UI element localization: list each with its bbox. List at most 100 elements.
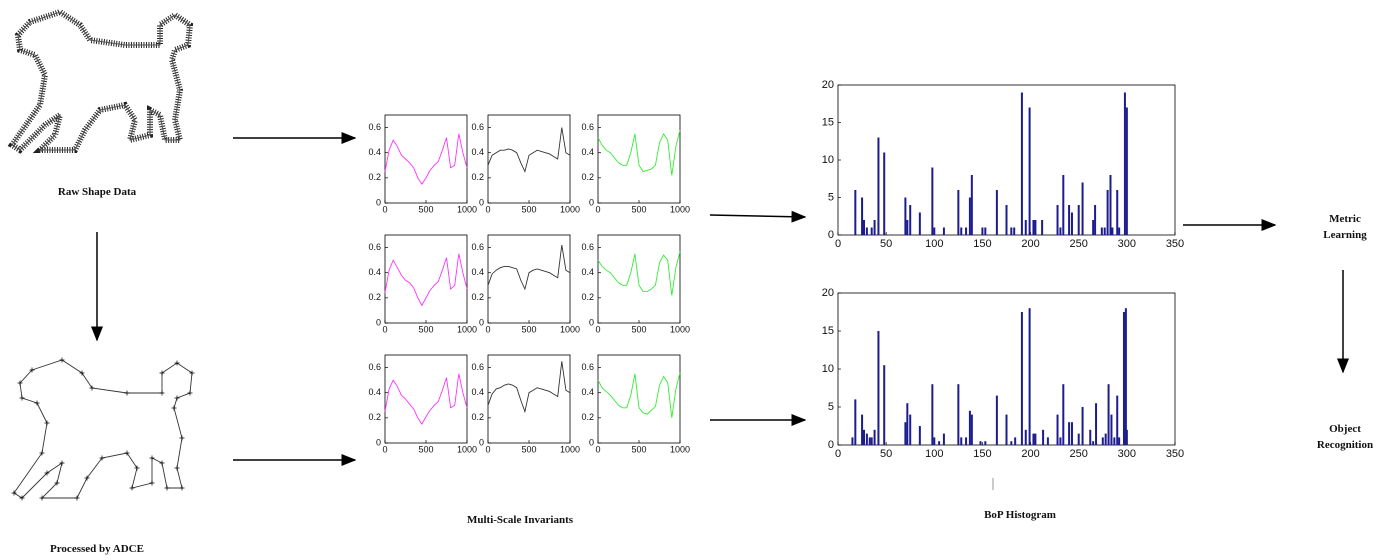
x-tick-label: 350 — [1166, 448, 1184, 460]
line — [597, 372, 681, 418]
line — [487, 361, 571, 414]
bar — [918, 212, 921, 235]
y-tick-label: 5 — [828, 191, 834, 203]
bar — [1124, 308, 1127, 445]
x-tick-label: 300 — [1118, 448, 1136, 460]
line — [384, 253, 468, 307]
bar — [938, 441, 941, 445]
bar — [933, 437, 936, 445]
bar — [873, 220, 876, 235]
x-tick-label: 500 — [521, 444, 536, 454]
bar — [1116, 395, 1119, 445]
bar — [1100, 227, 1103, 235]
plot-frame — [384, 114, 468, 204]
bar — [1123, 92, 1126, 235]
line — [487, 127, 571, 173]
x-tick-label: 200 — [1021, 448, 1039, 460]
bar — [906, 403, 909, 445]
bar — [904, 422, 907, 445]
x-tick-label: 250 — [1070, 448, 1088, 460]
y-tick-label: 0 — [479, 437, 484, 447]
bar — [931, 167, 934, 235]
bar — [995, 395, 998, 445]
bar — [1024, 429, 1027, 445]
y-tick-label: 10 — [822, 363, 834, 375]
x-tick-label: 1000 — [560, 204, 580, 214]
bar — [854, 399, 857, 445]
bar — [870, 437, 873, 445]
y-tick-label: 0.6 — [368, 122, 381, 132]
bar — [861, 197, 864, 235]
bar — [957, 190, 960, 235]
bar — [1103, 227, 1106, 235]
bar — [984, 441, 987, 445]
bar — [851, 437, 854, 445]
bar — [1118, 437, 1121, 445]
label: Raw Shape Data — [57, 186, 137, 198]
x-tick-label: 1000 — [457, 204, 477, 214]
y-tick-label: 0.6 — [581, 242, 594, 252]
y-tick-label: 0 — [589, 197, 594, 207]
bar — [942, 227, 945, 235]
bar — [1081, 182, 1084, 235]
y-tick-label: 0.2 — [368, 172, 381, 182]
line — [384, 373, 468, 426]
x-tick-label: 0 — [485, 444, 490, 454]
y-tick-label: 0.2 — [581, 172, 594, 182]
plot-frame — [597, 114, 681, 204]
bar — [1077, 205, 1080, 235]
bar — [970, 414, 973, 445]
x-tick-label: 200 — [1021, 238, 1039, 250]
bar — [865, 227, 868, 235]
bar — [1118, 227, 1121, 235]
bar — [1089, 429, 1092, 445]
bar — [1101, 437, 1104, 445]
bar — [1106, 190, 1109, 235]
bar — [1010, 441, 1013, 445]
y-tick-label: 0.4 — [471, 267, 484, 277]
x-tick-label: 500 — [631, 444, 646, 454]
plot-frame — [597, 354, 681, 444]
x-tick-label: 1000 — [560, 324, 580, 334]
x-tick-label: 100 — [925, 448, 943, 460]
bar — [995, 190, 998, 235]
y-tick-label: 0.2 — [368, 292, 381, 302]
y-tick-label: 20 — [822, 287, 834, 299]
y-tick-label: 15 — [822, 325, 834, 337]
y-tick-label: 0.6 — [581, 362, 594, 372]
bar — [1125, 107, 1128, 235]
plot-frame — [597, 234, 681, 324]
bar — [1013, 227, 1016, 235]
y-tick-label: 0 — [376, 437, 381, 447]
bar — [1094, 205, 1097, 235]
bar — [957, 384, 960, 445]
bar — [1081, 407, 1084, 445]
x-tick-label: 350 — [1166, 238, 1184, 250]
bar — [1034, 220, 1037, 235]
bar — [1046, 437, 1049, 445]
bar — [1062, 175, 1065, 235]
bar — [960, 227, 963, 235]
x-tick-label: 1000 — [457, 324, 477, 334]
x-tick-label: 150 — [973, 448, 991, 460]
y-tick-label: 0.2 — [581, 412, 594, 422]
x-tick-label: 1000 — [457, 444, 477, 454]
y-tick-label: 0.4 — [581, 387, 594, 397]
bar — [1042, 429, 1045, 445]
bar — [942, 433, 945, 445]
x-tick-label: 150 — [973, 238, 991, 250]
bar — [1113, 437, 1116, 445]
bar — [1005, 205, 1008, 235]
x-tick-label: 500 — [521, 324, 536, 334]
bar — [1092, 441, 1095, 445]
x-tick-label: 1000 — [670, 444, 690, 454]
bar — [968, 197, 971, 235]
x-tick-label: 50 — [880, 448, 892, 460]
bar — [931, 384, 934, 445]
y-tick-label: 0 — [589, 437, 594, 447]
bar — [965, 437, 968, 445]
x-tick-label: 500 — [631, 204, 646, 214]
x-tick-label: 0 — [382, 444, 387, 454]
x-tick-label: 500 — [418, 444, 433, 454]
bar — [877, 137, 880, 235]
